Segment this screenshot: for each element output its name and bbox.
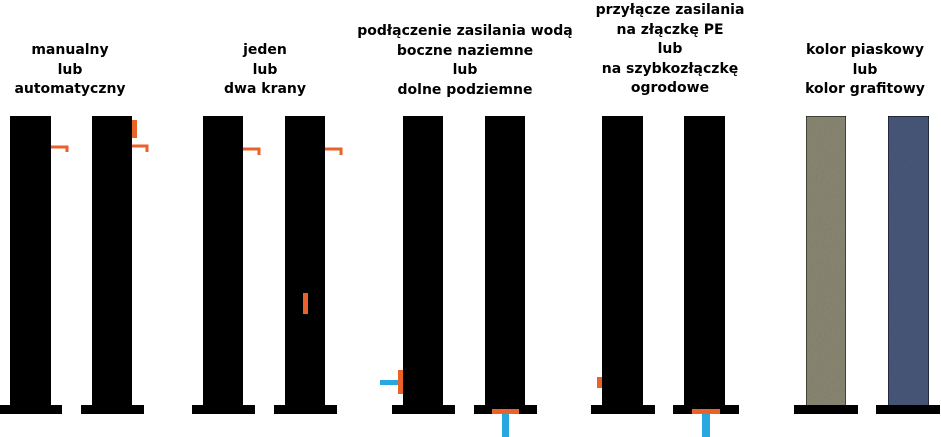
side-connector-icon xyxy=(398,370,403,394)
fountain-side-supply xyxy=(380,116,455,414)
caption-line: ogrodowe xyxy=(630,80,710,96)
caption-manual-or-automatic: manualny lub automatyczny xyxy=(5,41,135,100)
caption-water-supply-connection: podłączenie zasilania wodą boczne naziem… xyxy=(350,22,580,100)
fountain-bottom-supply xyxy=(474,116,537,437)
water-pipe-side xyxy=(380,380,398,385)
caption-line: lub xyxy=(452,62,478,78)
fountain-two-taps xyxy=(274,116,343,414)
post xyxy=(203,116,243,406)
caption-line: jeden xyxy=(243,42,287,58)
color-swatch-graphite xyxy=(887,115,930,407)
post xyxy=(10,116,51,406)
coupler-fitting-icon xyxy=(692,409,720,414)
tap-icon xyxy=(51,145,69,152)
caption-supply-fitting: przyłącze zasilania na złączkę PE lub na… xyxy=(585,1,755,99)
color-swatch-sand xyxy=(805,115,847,407)
fountain-one-tap xyxy=(192,116,261,414)
caption-line: dwa krany xyxy=(223,81,307,97)
fountain-manual xyxy=(0,116,69,414)
base-plate xyxy=(274,405,337,414)
fountain-sand-color xyxy=(794,115,858,414)
base-plate xyxy=(591,405,655,414)
caption-line: automatyczny xyxy=(14,81,126,97)
caption-line: lub xyxy=(852,61,878,78)
post xyxy=(485,116,525,406)
caption-line: lub xyxy=(252,61,278,78)
fountain-quick-coupler xyxy=(673,116,739,437)
base-plate xyxy=(392,405,455,414)
caption-line: na złączkę PE xyxy=(616,21,724,38)
post xyxy=(285,116,325,406)
post xyxy=(602,116,643,406)
base-plate xyxy=(192,405,255,414)
caption-line: dolne podziemne xyxy=(397,81,533,98)
base-plate xyxy=(0,405,62,414)
caption-line: lub xyxy=(657,41,683,57)
base-plate xyxy=(876,405,940,414)
post xyxy=(403,116,443,406)
caption-line: boczne naziemne xyxy=(396,42,534,59)
tap-icon xyxy=(132,144,149,152)
base-plate xyxy=(794,405,858,414)
fountain-graphite-color xyxy=(876,115,940,414)
water-pipe-bottom xyxy=(502,414,509,437)
fountain-automatic xyxy=(81,116,149,414)
post xyxy=(684,116,725,406)
base-plate xyxy=(81,405,144,414)
caption-line: kolor piaskowy xyxy=(806,42,924,58)
caption-one-or-two-taps: jeden lub dwa krany xyxy=(200,41,330,100)
fountain-pe-fitting xyxy=(591,116,655,414)
caption-color-options: kolor piaskowy lub kolor grafitowy xyxy=(790,41,940,100)
bottom-connector-icon xyxy=(492,409,519,414)
lower-tap-icon xyxy=(303,293,308,314)
caption-line: lub xyxy=(57,61,83,78)
tap-icon xyxy=(243,147,261,155)
caption-line: manualny xyxy=(31,42,109,58)
caption-line: przyłącze zasilania xyxy=(595,2,745,18)
caption-line: podłączenie zasilania wodą xyxy=(357,23,573,39)
water-pipe-bottom xyxy=(702,414,710,437)
caption-line: kolor grafitowy xyxy=(805,81,925,97)
tap-icon xyxy=(325,147,343,155)
caption-line: na szybkozłączkę xyxy=(601,60,739,77)
post xyxy=(92,116,132,406)
push-button-icon xyxy=(132,120,137,138)
pe-fitting-icon xyxy=(597,377,602,388)
